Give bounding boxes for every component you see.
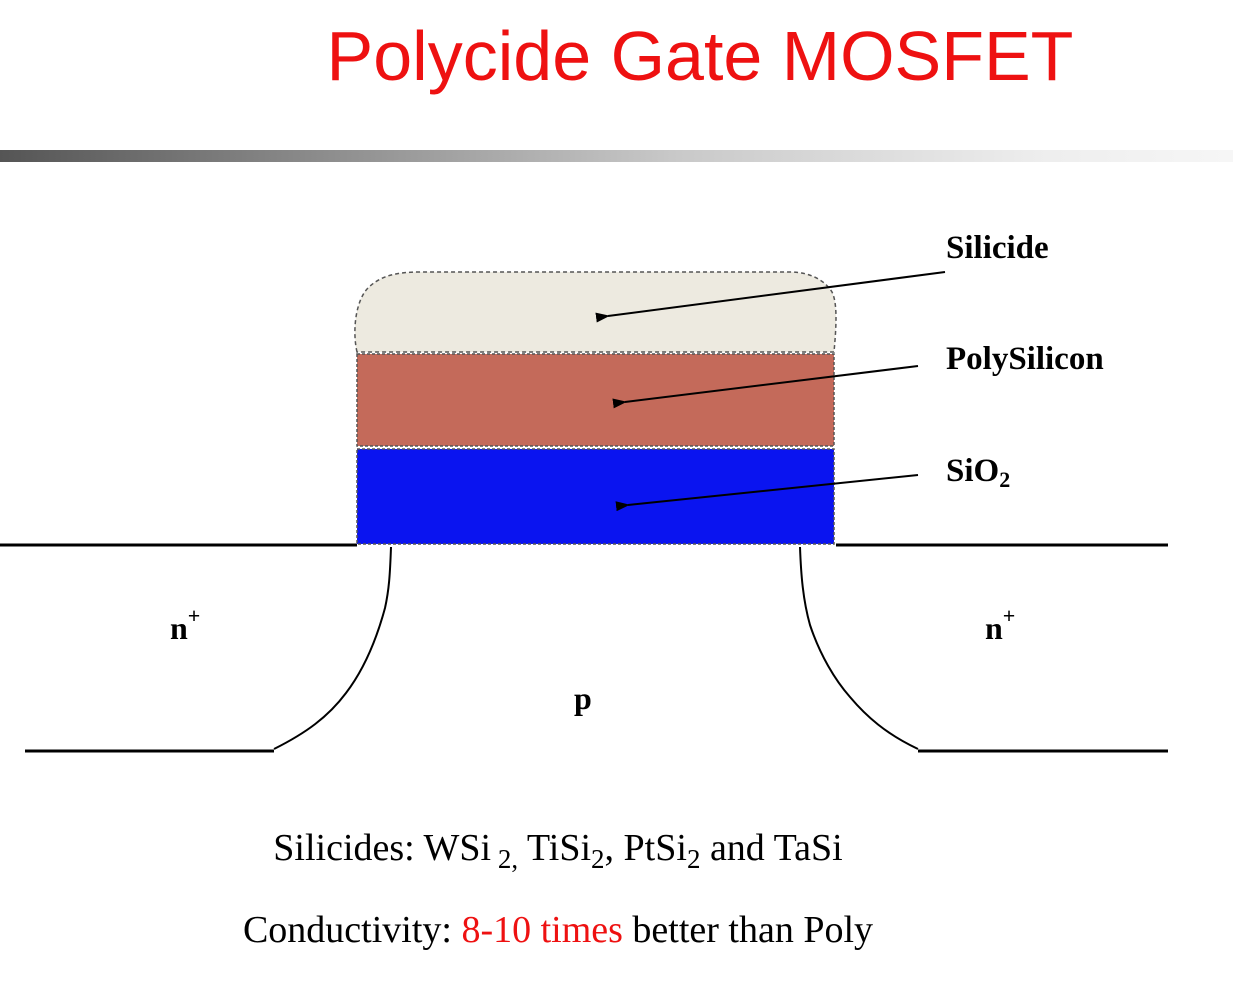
silicide-label: Silicide: [946, 230, 1049, 266]
drain-region-base: n: [985, 610, 1003, 646]
sio2-layer: [356, 448, 835, 545]
sio2-arrow: [615, 474, 919, 512]
body-region-label: p: [574, 680, 592, 716]
silicide-arrow: [595, 271, 946, 323]
source-region-label: n+: [170, 603, 200, 647]
conductivity-highlight: 8-10 times: [461, 909, 623, 951]
title-divider-bar: [0, 150, 1233, 162]
source-region-sup: +: [187, 603, 201, 628]
drain-region-label: n+: [985, 603, 1015, 647]
silicide-layer: [354, 271, 837, 353]
sio2-label: SiO2: [946, 453, 1010, 493]
silicides-caption: Silicides: WSi 2, TiSi2, PtSi2 and TaSi: [273, 827, 843, 874]
sio2-label-base: SiO: [946, 453, 1000, 489]
conductivity-caption: Conductivity: 8-10 times better than Pol…: [242, 909, 874, 951]
sio2-label-subscript: 2: [999, 467, 1011, 492]
slide-title: Polycide Gate MOSFET: [326, 17, 1074, 95]
source-region-base: n: [170, 610, 188, 646]
polysilicon-label: PolySilicon: [946, 341, 1104, 377]
source-junction-curve: [273, 546, 392, 750]
drain-junction-curve: [799, 546, 919, 750]
polysilicon-layer: [356, 353, 835, 447]
drain-region-sup: +: [1002, 603, 1016, 628]
polysilicon-arrow: [612, 365, 919, 409]
